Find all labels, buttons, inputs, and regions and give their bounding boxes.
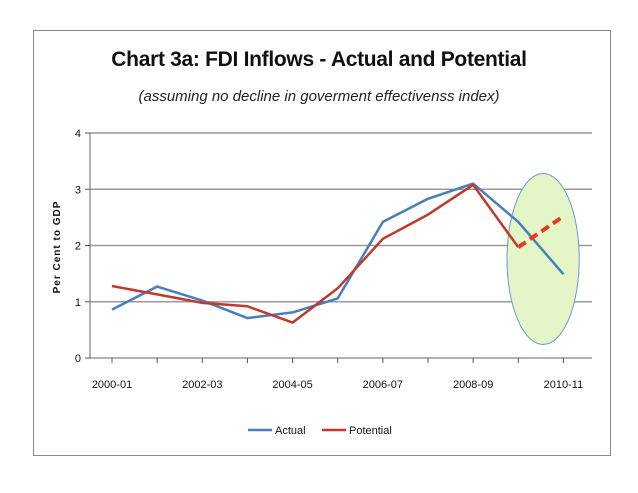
y-tick-label-3: 3 bbox=[75, 184, 81, 196]
gridlines bbox=[90, 132, 592, 303]
highlight-ellipse bbox=[506, 173, 580, 345]
x-tick-label-2004-05: 2004-05 bbox=[272, 379, 312, 391]
tick-labels: 0 1 2 3 4 2000-01 2002-03 2004-05 2006-07 2008-09… bbox=[75, 128, 583, 391]
legend-label-potential: Potential bbox=[349, 425, 392, 437]
series-layer bbox=[111, 182, 565, 324]
series-line-potential bbox=[111, 183, 520, 324]
y-axis-label: Per Cent to GDP bbox=[52, 201, 63, 294]
chart-title: Chart 3a: FDI Inflows - Actual and Poten… bbox=[111, 48, 527, 71]
legend-label-actual: Actual bbox=[275, 425, 306, 437]
highlight-layer bbox=[506, 173, 580, 345]
x-tick-label-2002-03: 2002-03 bbox=[182, 379, 222, 391]
y-tick-label-4: 4 bbox=[75, 128, 81, 140]
x-tick-label-2006-07: 2006-07 bbox=[363, 379, 403, 391]
axes bbox=[85, 132, 592, 363]
y-tick-label-1: 1 bbox=[75, 297, 81, 309]
series-line-potential-projected bbox=[517, 214, 565, 249]
x-tick-label-2000-01: 2000-01 bbox=[92, 379, 132, 391]
series-line-actual bbox=[111, 182, 565, 320]
x-tick-label-2010-11: 2010-11 bbox=[544, 379, 584, 391]
y-tick-label-2: 2 bbox=[75, 241, 81, 253]
y-tick-label-0: 0 bbox=[75, 353, 81, 365]
chart-subtitle: (assuming no decline in goverment effect… bbox=[138, 88, 500, 105]
legend[interactable]: Actual Potential bbox=[248, 425, 392, 437]
x-tick-label-2008-09: 2008-09 bbox=[453, 379, 493, 391]
